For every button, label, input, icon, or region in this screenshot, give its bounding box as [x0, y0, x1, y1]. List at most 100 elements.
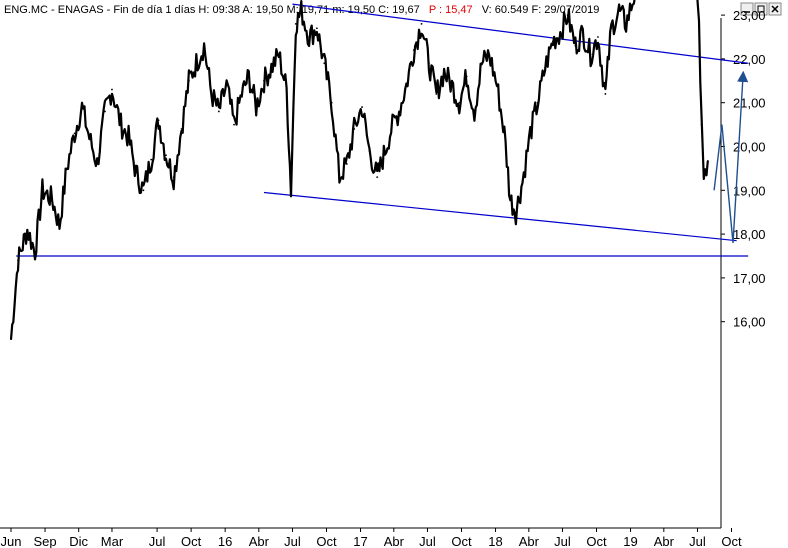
price-point	[81, 106, 83, 108]
projection-arrow	[713, 70, 749, 243]
x-tick-label: Oct	[181, 534, 202, 548]
price-point	[142, 189, 145, 192]
price-point	[428, 62, 430, 65]
price-point	[104, 110, 106, 113]
price-point	[225, 84, 228, 87]
price-point	[150, 158, 153, 161]
x-tick-label: Abr	[654, 534, 675, 548]
price-point	[270, 66, 273, 69]
price-point	[165, 154, 167, 157]
x-tick-label: Oct	[451, 534, 472, 548]
price-point	[34, 250, 36, 253]
price-point	[420, 22, 423, 25]
price-point	[390, 128, 393, 130]
price-point	[195, 62, 198, 65]
price-point	[203, 44, 205, 47]
restore-icon[interactable]	[754, 2, 768, 16]
header-info: ENG.MC - ENAGAS - Fin de día 1 días H: 0…	[4, 4, 420, 16]
x-tick-label: Abr	[519, 534, 540, 548]
price-point	[135, 171, 137, 174]
x-tick-label: Abr	[249, 534, 270, 548]
x-tick-label: Jun	[1, 534, 22, 548]
y-axis: 16,00 17,00 18,00 19,00 20,00 21,00 22,00 23,00…	[721, 8, 766, 330]
price-point	[473, 110, 476, 113]
price-point	[514, 211, 517, 214]
price-point	[290, 189, 292, 192]
x-tick-label: Oct	[721, 534, 742, 548]
price-point	[26, 228, 29, 231]
price-point	[330, 101, 333, 104]
price-point	[41, 189, 44, 192]
price-point	[285, 88, 288, 91]
price-point	[65, 167, 68, 170]
price-point	[127, 136, 130, 139]
price-point	[435, 93, 438, 95]
price-point	[405, 84, 408, 87]
y-tick-label: 16,00	[733, 315, 766, 330]
price-point	[465, 75, 468, 78]
trendline	[263, 191, 737, 242]
price-point	[536, 101, 539, 104]
price-point	[544, 66, 546, 69]
minimize-icon[interactable]	[740, 2, 754, 16]
price-point	[480, 62, 483, 65]
x-tick-label: Dic	[69, 534, 88, 548]
price-point	[294, 22, 297, 25]
price-point	[450, 84, 453, 87]
price-point	[698, 22, 700, 25]
price-point	[255, 106, 258, 108]
y-tick-label: 21,00	[733, 96, 766, 111]
x-tick-label: Jul	[689, 534, 706, 548]
close-icon[interactable]	[768, 2, 782, 16]
price-point	[559, 31, 562, 34]
price-point	[700, 123, 703, 126]
price-point	[180, 128, 183, 130]
price-point	[353, 128, 356, 130]
price-line	[9, 0, 709, 340]
x-tick-label: 19	[623, 534, 637, 548]
header-percent: P : 15,47	[429, 4, 473, 16]
price-point	[17, 259, 19, 262]
price-point	[368, 149, 371, 152]
price-point	[625, 22, 627, 25]
price-point	[210, 93, 213, 95]
price-point	[589, 53, 592, 56]
price-point	[412, 49, 415, 52]
price-point	[496, 84, 498, 87]
price-point	[233, 123, 235, 126]
x-tick-label: Abr	[384, 534, 405, 548]
price-point	[610, 27, 613, 30]
x-tick-label: Jul	[149, 534, 166, 548]
y-tick-label: 20,00	[733, 140, 766, 155]
price-point	[443, 71, 446, 73]
price-point	[323, 62, 326, 65]
price-point	[73, 132, 76, 135]
price-point	[509, 198, 512, 200]
price-point	[566, 14, 569, 16]
x-tick-label: Mar	[101, 534, 124, 548]
price-series	[9, 0, 709, 341]
price-point	[382, 154, 385, 157]
price-point	[96, 163, 99, 165]
trendline	[292, 3, 749, 64]
price-point	[702, 171, 705, 174]
header-volume-date: V: 60.549 F: 29/07/2019	[482, 4, 600, 16]
x-tick-label: Sep	[33, 534, 56, 548]
price-point	[706, 160, 709, 162]
y-tick-label: 23,00	[733, 8, 766, 23]
price-point	[398, 110, 400, 113]
x-tick-label: 17	[353, 534, 367, 548]
price-point	[157, 119, 160, 122]
price-point	[119, 123, 122, 126]
price-point	[551, 40, 554, 43]
price-point	[503, 132, 506, 135]
x-tick-label: Jul	[419, 534, 436, 548]
price-point	[188, 79, 190, 82]
price-point	[58, 224, 61, 227]
price-point	[10, 338, 12, 341]
price-point	[300, 9, 303, 12]
price-point	[581, 31, 584, 34]
price-point	[315, 27, 318, 30]
price-point	[240, 93, 243, 95]
